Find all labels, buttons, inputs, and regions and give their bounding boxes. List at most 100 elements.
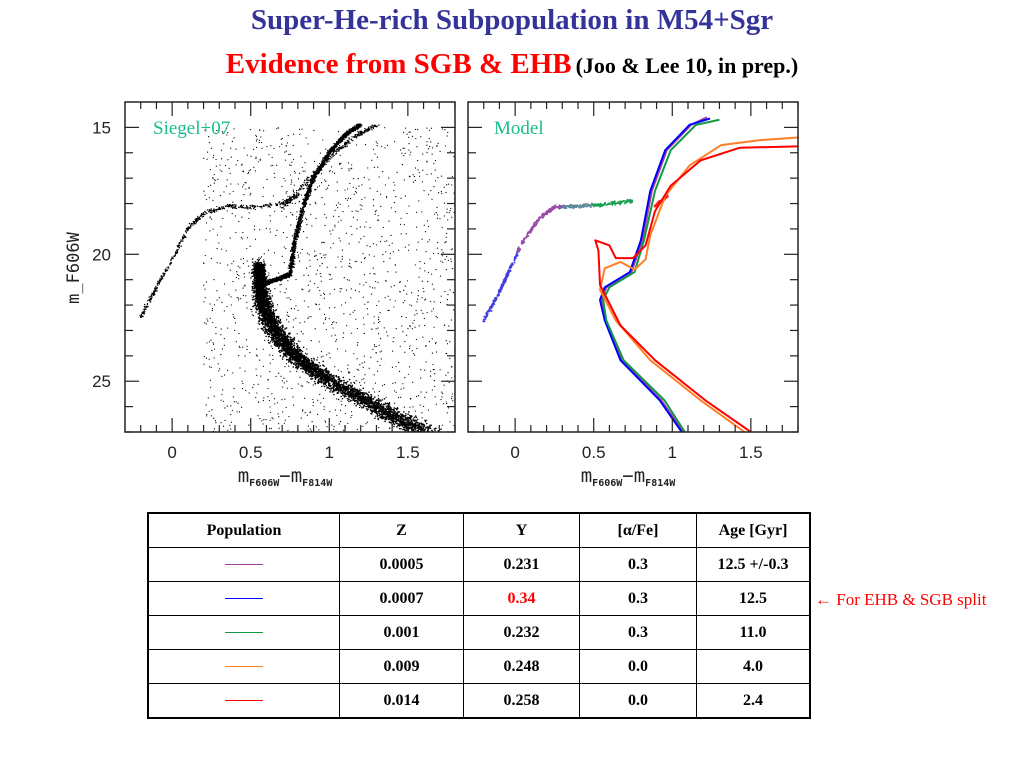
star-point <box>371 406 374 408</box>
star-point <box>321 376 324 378</box>
star-point <box>262 310 265 313</box>
star-point <box>325 384 328 387</box>
star-point <box>365 405 367 408</box>
star-point <box>287 341 290 343</box>
star-point <box>417 423 419 425</box>
star-point <box>317 382 320 385</box>
star-point <box>271 334 274 337</box>
star-point <box>359 404 361 407</box>
star-point <box>440 428 442 431</box>
star-point <box>261 292 264 295</box>
star-point <box>349 391 352 393</box>
star-point <box>373 407 376 410</box>
star-point <box>263 268 266 271</box>
star-point <box>292 344 295 347</box>
star-point <box>364 398 367 400</box>
star-point <box>262 300 264 302</box>
star-point <box>260 265 263 268</box>
star-point <box>260 278 262 280</box>
star-point <box>417 421 419 424</box>
star-point <box>416 418 419 421</box>
star-point <box>313 372 315 374</box>
star-point <box>335 388 338 390</box>
star-point <box>368 391 370 393</box>
star-point <box>279 354 282 357</box>
star-point <box>383 409 385 412</box>
star-point <box>327 379 330 382</box>
star-point <box>332 386 335 388</box>
star-point <box>267 333 270 335</box>
star-point <box>273 338 275 340</box>
star-point <box>424 427 427 429</box>
star-point <box>384 420 386 423</box>
star-point <box>427 433 429 435</box>
star-point <box>269 309 271 311</box>
star-point <box>271 295 274 297</box>
star-point <box>264 332 266 335</box>
star-point <box>314 382 317 385</box>
star-point <box>256 285 258 288</box>
star-point <box>290 353 292 355</box>
star-point <box>303 364 306 367</box>
star-point <box>427 427 430 430</box>
star-point <box>272 321 275 323</box>
star-point <box>275 339 277 342</box>
star-point <box>269 327 271 330</box>
star-point <box>269 311 272 313</box>
star-point <box>330 389 332 391</box>
star-point <box>272 329 274 332</box>
star-point <box>257 275 260 277</box>
star-point <box>414 423 417 425</box>
star-point <box>287 361 290 363</box>
star-point <box>424 420 427 423</box>
star-point <box>254 260 257 263</box>
star-point <box>252 271 255 274</box>
star-point <box>424 433 426 435</box>
star-point <box>348 400 350 403</box>
star-point <box>258 265 260 268</box>
star-point <box>289 344 292 347</box>
star-point <box>264 308 267 311</box>
star-point <box>364 402 366 405</box>
star-point <box>314 365 317 367</box>
star-point <box>336 386 338 389</box>
star-point <box>391 417 394 419</box>
star-point <box>255 307 257 310</box>
star-point <box>433 428 436 430</box>
star-point <box>299 363 301 366</box>
star-point <box>325 379 328 382</box>
star-point <box>257 270 259 273</box>
star-point <box>351 394 354 396</box>
star-point <box>262 329 265 332</box>
star-point <box>316 359 318 361</box>
star-point <box>275 309 278 311</box>
star-point <box>285 351 287 353</box>
star-point <box>325 382 327 384</box>
star-point <box>354 392 357 395</box>
star-point <box>300 359 302 362</box>
star-point <box>259 261 262 264</box>
star-point <box>267 302 270 305</box>
star-point <box>254 280 256 282</box>
star-point <box>347 393 349 395</box>
star-point <box>268 306 270 309</box>
star-point <box>401 415 404 418</box>
star-point <box>347 384 350 387</box>
star-point <box>337 389 340 391</box>
star-point <box>399 421 401 424</box>
star-point <box>310 359 313 362</box>
star-point <box>394 417 396 419</box>
star-point <box>267 335 270 338</box>
star-point <box>299 353 301 355</box>
star-point <box>361 401 363 404</box>
star-point <box>302 367 305 369</box>
star-point <box>343 396 346 398</box>
star-point <box>346 387 349 389</box>
star-point <box>356 403 359 405</box>
star-point <box>431 429 433 432</box>
star-point <box>390 419 393 422</box>
star-point <box>384 403 386 406</box>
star-point <box>393 407 396 409</box>
